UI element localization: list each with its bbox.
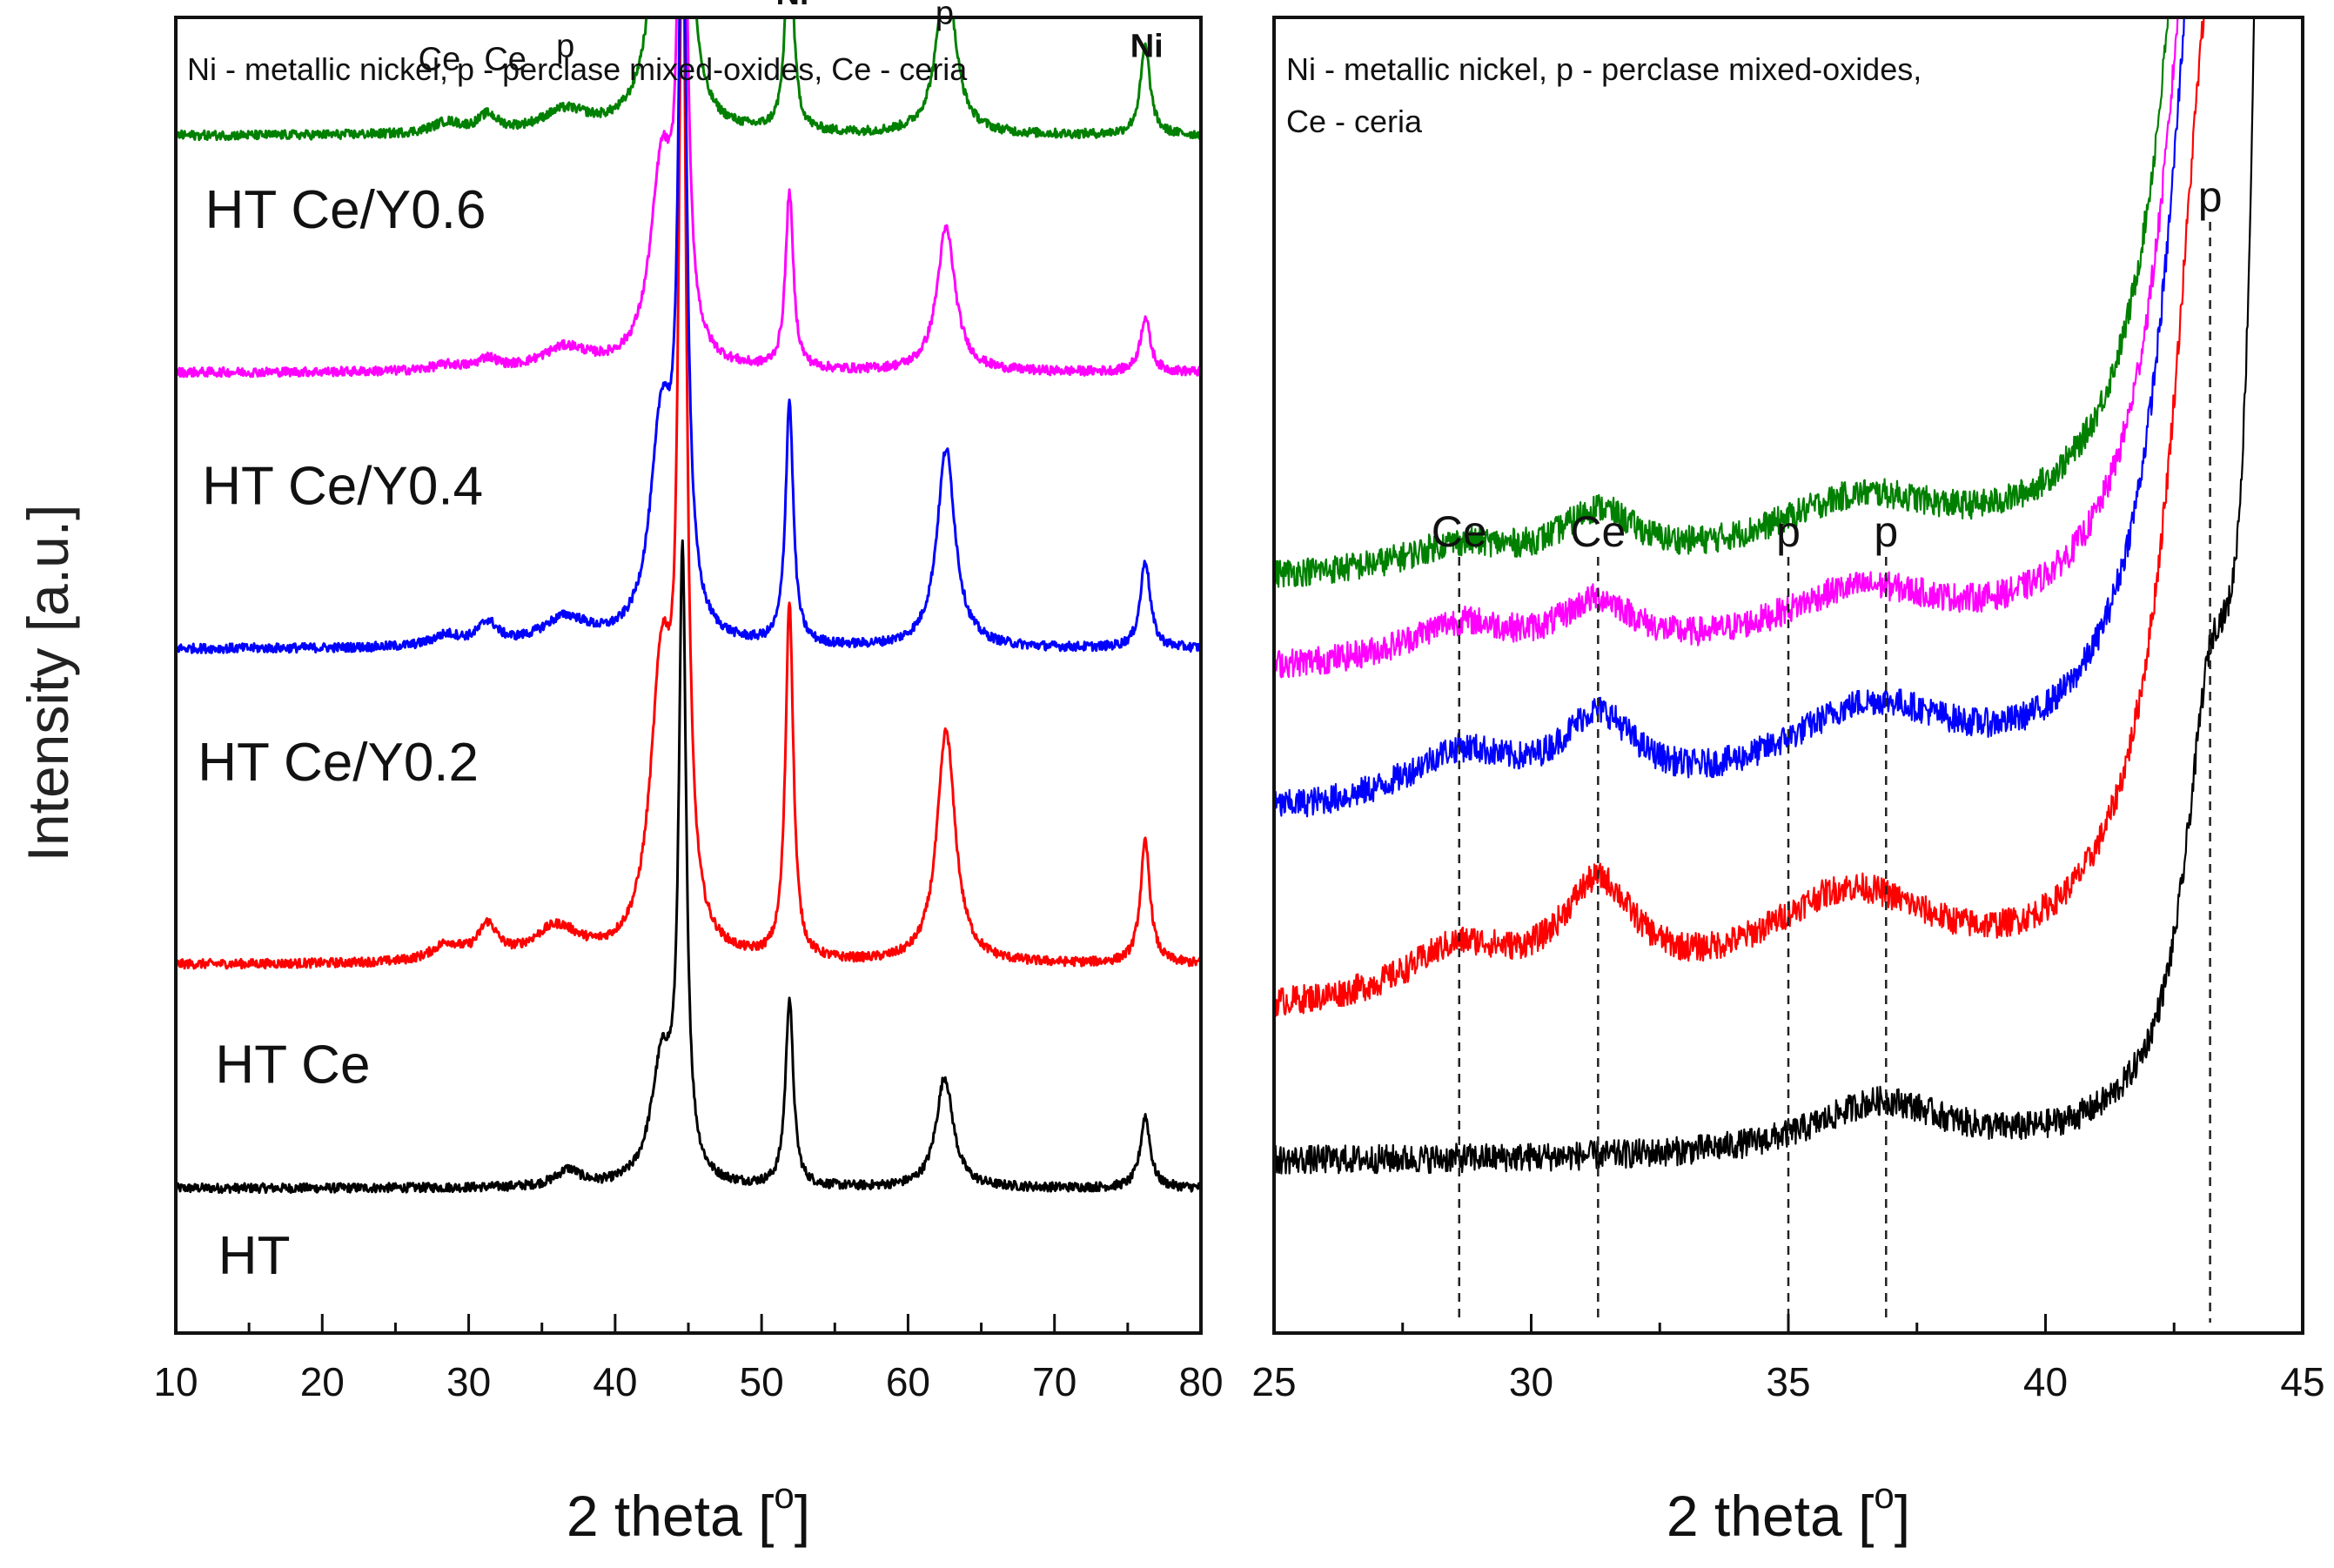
left-x-axis: 10 20 30 40 50 60 70 80: [153, 1314, 1224, 1404]
right-series-ht-ce: [1274, 17, 2205, 1017]
left-series-ht-ce-y0-6: [176, 17, 1201, 142]
left-sample-label: HT Ce: [215, 1035, 370, 1096]
left-series-ht: [176, 539, 1201, 1195]
right-panel: Ce Ce p p p Ni - metallic nickel, p - percla…: [1251, 16, 2325, 1548]
left-legend-note: Ni - metallic nickel, p - perclase mixed…: [187, 51, 968, 87]
left-series-ht-ce: [176, 17, 1201, 970]
right-x-axis: 25 30 35 40 45: [1251, 1314, 2325, 1404]
left-x-tick-label: 20: [300, 1359, 345, 1404]
left-x-tick-label: 40: [593, 1359, 637, 1404]
right-series-ht-ce-y0-6: [1274, 17, 2170, 588]
left-series-ht-ce-y0-4: [176, 17, 1201, 379]
right-x-tick-label: 25: [1251, 1359, 1296, 1404]
left-sample-label: HT Ce/Y0.6: [205, 180, 486, 240]
right-x-axis-label-degree: o: [1874, 1475, 1894, 1516]
right-reference-label: Ce: [1570, 507, 1626, 556]
right-reference-label: p: [2198, 172, 2223, 221]
left-x-axis-label: 2 theta [o]: [567, 1475, 810, 1548]
left-x-tick-label: 50: [740, 1359, 784, 1404]
right-reference-label: p: [1874, 507, 1898, 556]
left-x-axis-label-degree: o: [774, 1475, 794, 1516]
left-x-axis-label-close: ]: [795, 1484, 810, 1548]
left-peak-annotation: Ce: [419, 41, 461, 77]
right-x-tick-label: 45: [2280, 1359, 2324, 1404]
left-x-tick-label: 70: [1032, 1359, 1076, 1404]
right-x-tick-label: 30: [1509, 1359, 1553, 1404]
left-peak-annotation: Ni: [1130, 28, 1164, 64]
left-series-ht-ce-y0-2: [176, 17, 1201, 654]
right-legend-note-line-1: Ni - metallic nickel, p - perclase mixed…: [1286, 51, 1922, 87]
left-peak-annotation: p: [556, 28, 574, 64]
left-x-axis-label-text: 2 theta [: [567, 1484, 775, 1548]
right-x-axis-label-close: ]: [1895, 1484, 1910, 1548]
left-x-tick-label: 80: [1178, 1359, 1223, 1404]
y-axis-label: Intensity [a.u.]: [16, 505, 80, 862]
right-series-ht: [1274, 17, 2256, 1175]
right-x-tick-label: 35: [1766, 1359, 1810, 1404]
left-x-tick-label: 60: [886, 1359, 930, 1404]
right-x-axis-label-text: 2 theta [: [1667, 1484, 1875, 1548]
left-peak-annotation: Ce: [484, 41, 526, 77]
left-plot-area: [176, 17, 1201, 1195]
left-peak-annotation: Ni: [775, 0, 808, 12]
right-x-axis-label: 2 theta [o]: [1667, 1475, 1910, 1548]
right-series-ht-ce-y0-4: [1274, 17, 2179, 679]
right-reference-lines: Ce Ce p p p: [1432, 172, 2223, 1323]
left-x-tick-label: 10: [153, 1359, 198, 1404]
right-reference-label: p: [1776, 507, 1801, 556]
left-sample-label: HT Ce/Y0.2: [198, 733, 479, 793]
left-sample-label: HT: [218, 1226, 291, 1286]
left-sample-label: HT Ce/Y0.4: [202, 456, 483, 516]
right-legend-note-line-2: Ce - ceria: [1286, 104, 1423, 139]
right-reference-label: Ce: [1432, 507, 1487, 556]
right-x-tick-label: 40: [2023, 1359, 2068, 1404]
left-x-tick-label: 30: [446, 1359, 491, 1404]
